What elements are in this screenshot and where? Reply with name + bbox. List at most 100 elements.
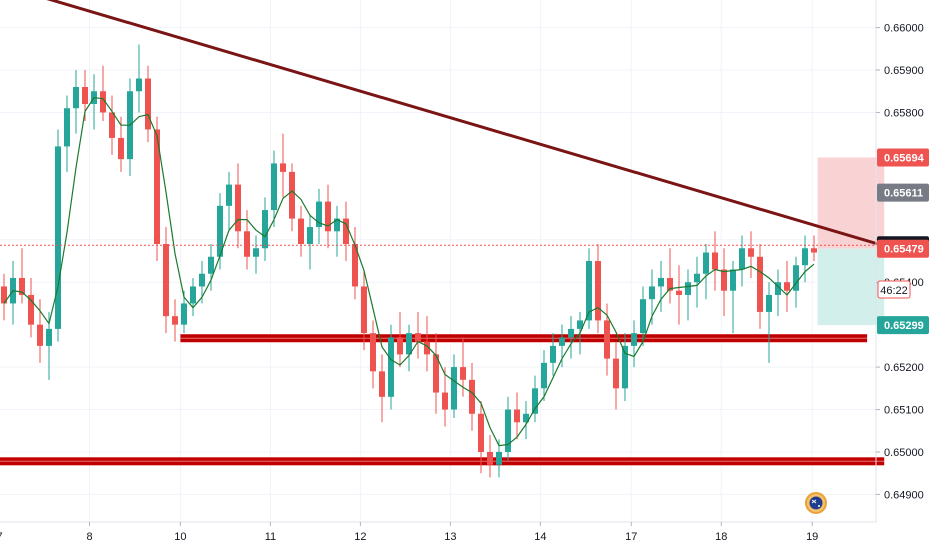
candle-body xyxy=(577,320,583,329)
y-tick-label: 0.65000 xyxy=(884,447,924,459)
candle-body xyxy=(334,218,340,232)
x-tick-label: 19 xyxy=(806,531,818,543)
y-tick-label: 0.65100 xyxy=(884,405,924,417)
candle-body xyxy=(496,451,502,465)
candle-body xyxy=(622,345,628,389)
candle-body xyxy=(451,367,457,410)
candle-body xyxy=(514,409,520,423)
y-tick-label: 0.66000 xyxy=(884,23,924,35)
candle-body xyxy=(73,87,79,109)
moving-average-line xyxy=(3,96,815,447)
trendline[interactable] xyxy=(0,0,883,247)
y-tick-label: 0.64900 xyxy=(884,489,924,501)
candle-body xyxy=(676,290,682,295)
candle-body xyxy=(460,367,466,380)
candle-body xyxy=(244,231,250,257)
x-tick-label: 17 xyxy=(625,531,637,543)
candle-body xyxy=(523,413,529,423)
candle-body xyxy=(307,227,313,245)
candle-body xyxy=(316,201,322,228)
support-levels[interactable] xyxy=(0,334,885,466)
candle-body xyxy=(406,333,412,355)
candle-body xyxy=(721,269,727,291)
australia-flag-icon[interactable] xyxy=(805,492,827,514)
candle-body xyxy=(145,78,151,130)
x-tick-label: 8 xyxy=(86,531,92,543)
x-axis-ticks: 7 8 10 11 12 13 14 17 18 19 xyxy=(0,522,818,543)
trendline-line[interactable] xyxy=(0,0,883,247)
candle-body xyxy=(424,341,430,355)
candle-body xyxy=(280,163,286,172)
candle-body xyxy=(793,265,799,291)
candle-body xyxy=(415,333,421,342)
candle-body xyxy=(154,129,160,245)
candle-body xyxy=(181,303,187,325)
candle-body xyxy=(586,261,592,321)
position-box[interactable] xyxy=(817,157,885,326)
candle-body xyxy=(253,248,259,257)
x-tick-label: 12 xyxy=(354,531,366,543)
candles xyxy=(1,44,817,478)
candle-body xyxy=(226,184,232,206)
candle-body xyxy=(712,252,718,270)
candle-body xyxy=(694,273,700,283)
candle-body xyxy=(199,273,205,287)
y-tick-label: 0.65200 xyxy=(884,362,924,374)
candle-body xyxy=(685,282,691,295)
x-tick-label: 14 xyxy=(534,531,546,543)
candle-body xyxy=(703,252,709,274)
candle-body xyxy=(649,286,655,300)
candle-body xyxy=(37,324,43,346)
candle-body xyxy=(541,362,547,389)
x-tick-label: 18 xyxy=(715,531,727,543)
y-tick-label: 0.65800 xyxy=(884,107,924,119)
candle-body xyxy=(352,244,358,287)
candle-body xyxy=(55,146,61,329)
candle-body xyxy=(811,248,817,253)
x-tick-label: 11 xyxy=(265,531,276,543)
candle-body xyxy=(136,78,142,92)
y-tick-label: 0.65900 xyxy=(884,65,924,77)
candle-body xyxy=(478,413,484,452)
candle-body xyxy=(82,87,88,104)
x-tick-label: 7 xyxy=(0,531,3,543)
axes xyxy=(0,0,877,523)
price-tag-label: 0.65479 xyxy=(884,244,924,256)
candle-body xyxy=(217,205,223,257)
price-tag xyxy=(877,316,929,335)
candle-body xyxy=(505,409,511,452)
countdown-label: 46:22 xyxy=(880,285,908,297)
candle-body xyxy=(631,333,637,346)
candle-body xyxy=(613,358,619,389)
candle-body xyxy=(640,299,646,334)
candle-body xyxy=(298,218,304,245)
x-tick-label: 10 xyxy=(174,531,186,543)
x-tick-label: 13 xyxy=(444,531,456,543)
candle-body xyxy=(100,91,106,113)
price-tag-label: 0.65299 xyxy=(884,320,924,332)
candle-body xyxy=(748,248,754,257)
candle-body xyxy=(568,328,574,338)
candle-body xyxy=(19,277,25,295)
candle-body xyxy=(658,277,664,287)
candle-body xyxy=(109,112,115,138)
take-profit-zone[interactable] xyxy=(817,248,885,326)
candle-body xyxy=(343,218,349,245)
candle-body xyxy=(595,261,601,321)
candle-body xyxy=(775,282,781,295)
price-tag-label: 0.65611 xyxy=(884,188,923,200)
candle-body xyxy=(442,392,448,410)
candle-body xyxy=(118,137,124,160)
candle-body xyxy=(388,337,394,397)
price-tag xyxy=(877,183,929,202)
candle-body xyxy=(28,294,34,325)
candle-body xyxy=(262,210,268,249)
candle-body xyxy=(784,282,790,291)
moving-average xyxy=(3,96,815,447)
stop-loss-zone[interactable] xyxy=(817,157,885,249)
candle-body xyxy=(802,248,808,266)
candle-body xyxy=(163,244,169,317)
